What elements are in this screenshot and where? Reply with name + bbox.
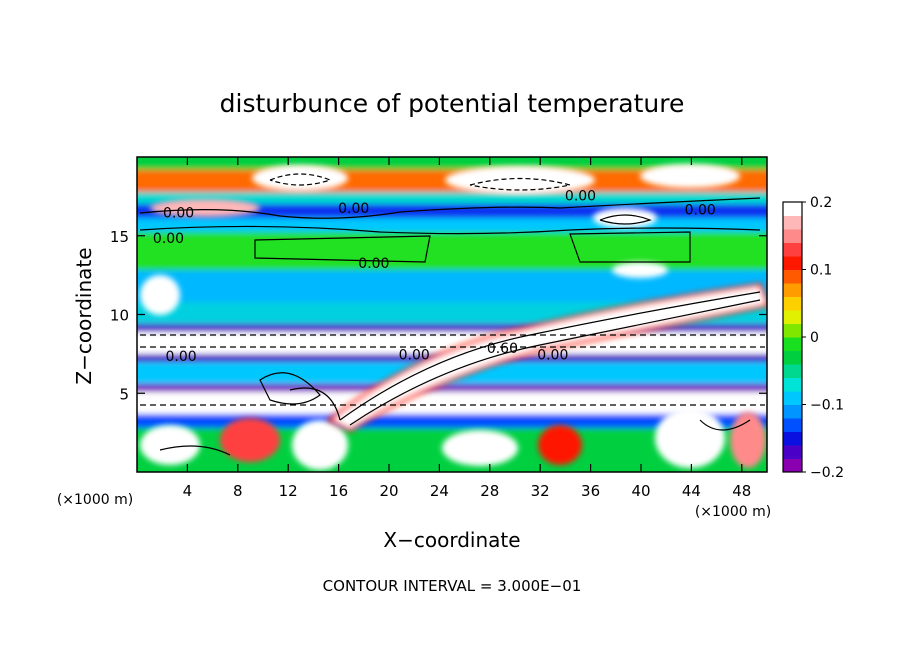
- y-tick-label: 15: [110, 228, 129, 246]
- x-axis-ticks: 4 8 12 16 20 24 28 32 36 40 44 48: [183, 157, 751, 500]
- colorbar-swatch: [783, 215, 802, 230]
- colorbar-swatch: [783, 202, 802, 216]
- x-tick-label: 8: [233, 482, 243, 500]
- field-blobs: [140, 164, 766, 470]
- x-tick-label: 28: [480, 482, 499, 500]
- colorbar-swatch: [783, 337, 802, 351]
- colorbar-swatch: [783, 350, 802, 365]
- contour-label: 0.00: [338, 201, 369, 217]
- x-tick-label: 12: [279, 482, 298, 500]
- colorbar-tick-label: −0.2: [810, 465, 844, 481]
- colorbar-swatch: [783, 418, 802, 432]
- x-tick-label: 48: [732, 482, 751, 500]
- contour-label: 0.00: [358, 256, 389, 272]
- contour-label: 0.00: [565, 188, 596, 204]
- y-axis-ticks: 5 10 15: [110, 228, 767, 403]
- colorbar-swatch: [783, 229, 802, 243]
- colorbar-tick-label: −0.1: [810, 398, 844, 414]
- x-unit-left: (×1000 m): [57, 492, 133, 508]
- x-tick-label: 44: [682, 482, 701, 500]
- colorbar-swatch: [783, 458, 802, 473]
- colorbar: 0.2 0.1 0 −0.1 −0.2: [782, 195, 844, 481]
- colorbar-tick-label: 0: [810, 330, 819, 346]
- colorbar-swatch: [783, 269, 802, 284]
- colorbar-swatch: [783, 364, 802, 378]
- heatmap-field: 0.00 0.00 0.00 0.00 0.00 0.00 0.60 0.00 0.00 0.00: [137, 157, 767, 472]
- contour-label: 0.60: [487, 341, 518, 357]
- x-tick-label: 24: [430, 482, 449, 500]
- y-tick-label: 10: [110, 307, 129, 325]
- colorbar-swatch: [783, 431, 802, 446]
- colorbar-swatch: [783, 445, 802, 459]
- colorbar-swatch: [783, 377, 802, 392]
- colorbar-tick-label: 0.2: [810, 195, 832, 211]
- contour-label: 0.00: [153, 231, 184, 247]
- y-tick-label: 5: [119, 385, 129, 403]
- x-tick-label: 4: [183, 482, 193, 500]
- contour-labels: 0.00 0.00 0.00 0.00 0.00 0.00 0.60 0.00 0.00 0.00: [153, 188, 716, 365]
- colorbar-swatch: [783, 391, 802, 405]
- contour-lines: [139, 173, 765, 456]
- colorbar-swatch: [783, 404, 802, 419]
- x-tick-label: 32: [531, 482, 550, 500]
- colorbar-swatch: [783, 310, 802, 324]
- colorbar-swatch: [783, 256, 802, 270]
- colorbar-swatch: [783, 323, 802, 338]
- y-axis-label: Z−coordinate: [72, 247, 96, 384]
- colorbar-tick-label: 0.1: [810, 263, 832, 279]
- contour-label: 0.00: [537, 347, 568, 363]
- colorbar-swatch: [783, 242, 802, 257]
- contour-interval-footer: CONTOUR INTERVAL = 3.000E−01: [323, 577, 582, 595]
- contour-label: 0.00: [399, 347, 430, 363]
- x-axis-label: X−coordinate: [383, 528, 520, 552]
- x-tick-label: 36: [581, 482, 600, 500]
- chart-title: disturbunce of potential temperature: [220, 89, 685, 118]
- x-tick-label: 16: [329, 482, 348, 500]
- x-tick-label: 20: [379, 482, 398, 500]
- colorbar-swatch: [783, 283, 802, 297]
- x-tick-label: 40: [631, 482, 650, 500]
- x-unit-right: (×1000 m): [695, 504, 771, 520]
- colorbar-swatch: [783, 296, 802, 311]
- contour-label: 0.00: [685, 203, 716, 219]
- contour-label: 0.00: [166, 349, 197, 365]
- contour-label: 0.00: [163, 206, 194, 222]
